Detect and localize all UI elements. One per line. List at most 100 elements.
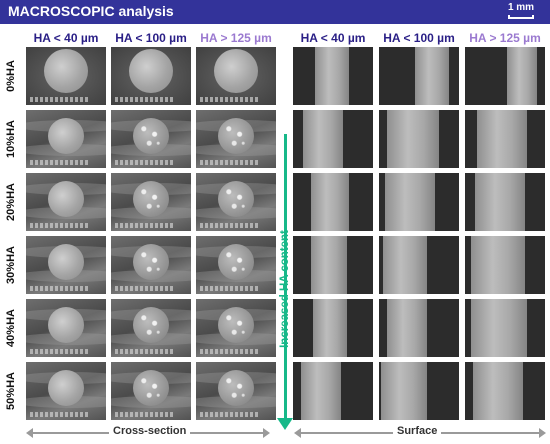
fiber-cross-section [218, 180, 254, 217]
surface-label: Surface [393, 425, 442, 437]
cross-section-micrograph [196, 47, 276, 105]
fiber-cross-section [218, 306, 254, 343]
row-label-10: 10%HA [0, 110, 22, 168]
scale-bar-mark [508, 15, 534, 19]
fiber-cross-section [48, 180, 84, 217]
surface-micrograph [293, 299, 373, 357]
cross-section-micrograph [196, 173, 276, 231]
fiber-cross-section [48, 243, 84, 280]
cross-section-micrograph [111, 110, 191, 168]
row-label-text: 10%HA [5, 120, 17, 158]
sf-col-header-1: HA < 40 µm [300, 31, 366, 45]
fiber-surface [381, 362, 427, 420]
fiber-cross-section [133, 243, 169, 280]
sem-info-bar [30, 160, 90, 165]
cs-col-header-3: HA > 125 µm [200, 31, 272, 45]
surface-micrograph [379, 173, 459, 231]
sem-info-bar [200, 412, 260, 417]
fiber-surface [315, 47, 349, 105]
fiber-surface [477, 110, 527, 168]
sem-info-bar [115, 286, 175, 291]
trend-arrow-label: Increased HA content [279, 230, 291, 348]
sem-info-bar [200, 286, 260, 291]
fiber-cross-section [214, 48, 258, 93]
surface-micrograph [379, 47, 459, 105]
cross-section-micrograph [196, 362, 276, 420]
cross-section-micrograph [196, 236, 276, 294]
fiber-surface [313, 299, 347, 357]
title-banner: MACROSCOPIC analysis 1 mm [0, 0, 550, 24]
surface-micrograph [465, 47, 545, 105]
fiber-surface [311, 173, 349, 231]
sem-info-bar [115, 349, 175, 354]
figure-title: MACROSCOPIC analysis [8, 3, 174, 19]
surface-micrograph [379, 110, 459, 168]
row-label-50: 50%HA [0, 362, 22, 420]
cross-section-micrograph [196, 299, 276, 357]
surface-micrograph [293, 362, 373, 420]
sem-info-bar [30, 223, 90, 228]
sem-info-bar [115, 412, 175, 417]
trend-arrow-line [284, 134, 287, 424]
fiber-cross-section [218, 369, 254, 406]
scale-bar-label: 1 mm [507, 2, 535, 13]
surface-micrograph [293, 173, 373, 231]
cross-section-micrograph [111, 362, 191, 420]
sem-info-bar [200, 349, 260, 354]
row-label-0: 0%HA [0, 47, 22, 105]
surface-micrograph [465, 173, 545, 231]
fiber-cross-section [218, 243, 254, 280]
fiber-cross-section [48, 306, 84, 343]
row-label-text: 30%HA [5, 246, 17, 284]
fiber-cross-section [218, 117, 254, 154]
arrow-left-tip [294, 428, 301, 438]
surface-micrograph [465, 299, 545, 357]
fiber-cross-section [133, 306, 169, 343]
surface-micrograph [293, 47, 373, 105]
row-label-text: 20%HA [5, 183, 17, 221]
fiber-surface [471, 299, 527, 357]
fiber-cross-section [133, 117, 169, 154]
row-label-30: 30%HA [0, 236, 22, 294]
sem-info-bar [115, 223, 175, 228]
surface-micrograph [379, 362, 459, 420]
cross-section-micrograph [26, 47, 106, 105]
surface-micrograph [465, 236, 545, 294]
row-label-text: 40%HA [5, 309, 17, 347]
fiber-surface [415, 47, 449, 105]
fiber-cross-section [129, 48, 173, 93]
row-label-text: 50%HA [5, 372, 17, 410]
cross-section-micrograph [111, 299, 191, 357]
trend-arrow-head [277, 418, 293, 430]
sf-col-header-2: HA < 100 µm [383, 31, 455, 45]
sem-info-bar [30, 412, 90, 417]
surface-micrograph [379, 299, 459, 357]
cs-col-header-1: HA < 40 µm [33, 31, 99, 45]
row-label-text: 0%HA [5, 60, 18, 92]
cross-section-micrograph [26, 173, 106, 231]
fiber-surface [301, 362, 341, 420]
surface-micrograph [465, 362, 545, 420]
fiber-cross-section [133, 369, 169, 406]
surface-micrograph [465, 110, 545, 168]
sem-info-bar [30, 349, 90, 354]
cross-section-micrograph [111, 47, 191, 105]
fiber-cross-section [48, 117, 84, 154]
fiber-surface [311, 236, 347, 294]
sem-info-bar [30, 286, 90, 291]
cross-section-micrograph [26, 110, 106, 168]
arrow-right-tip [263, 428, 270, 438]
arrow-right-tip [539, 428, 546, 438]
fiber-surface [507, 47, 537, 105]
sem-info-bar [30, 97, 90, 102]
arrow-left-tip [26, 428, 33, 438]
cross-section-micrograph [26, 362, 106, 420]
surface-micrograph [293, 236, 373, 294]
sem-info-bar [200, 97, 260, 102]
sf-col-header-3: HA > 125 µm [469, 31, 541, 45]
sem-info-bar [115, 160, 175, 165]
cross-section-micrograph [111, 236, 191, 294]
cross-section-micrograph [26, 299, 106, 357]
cs-col-header-2: HA < 100 µm [115, 31, 187, 45]
surface-micrograph [293, 110, 373, 168]
